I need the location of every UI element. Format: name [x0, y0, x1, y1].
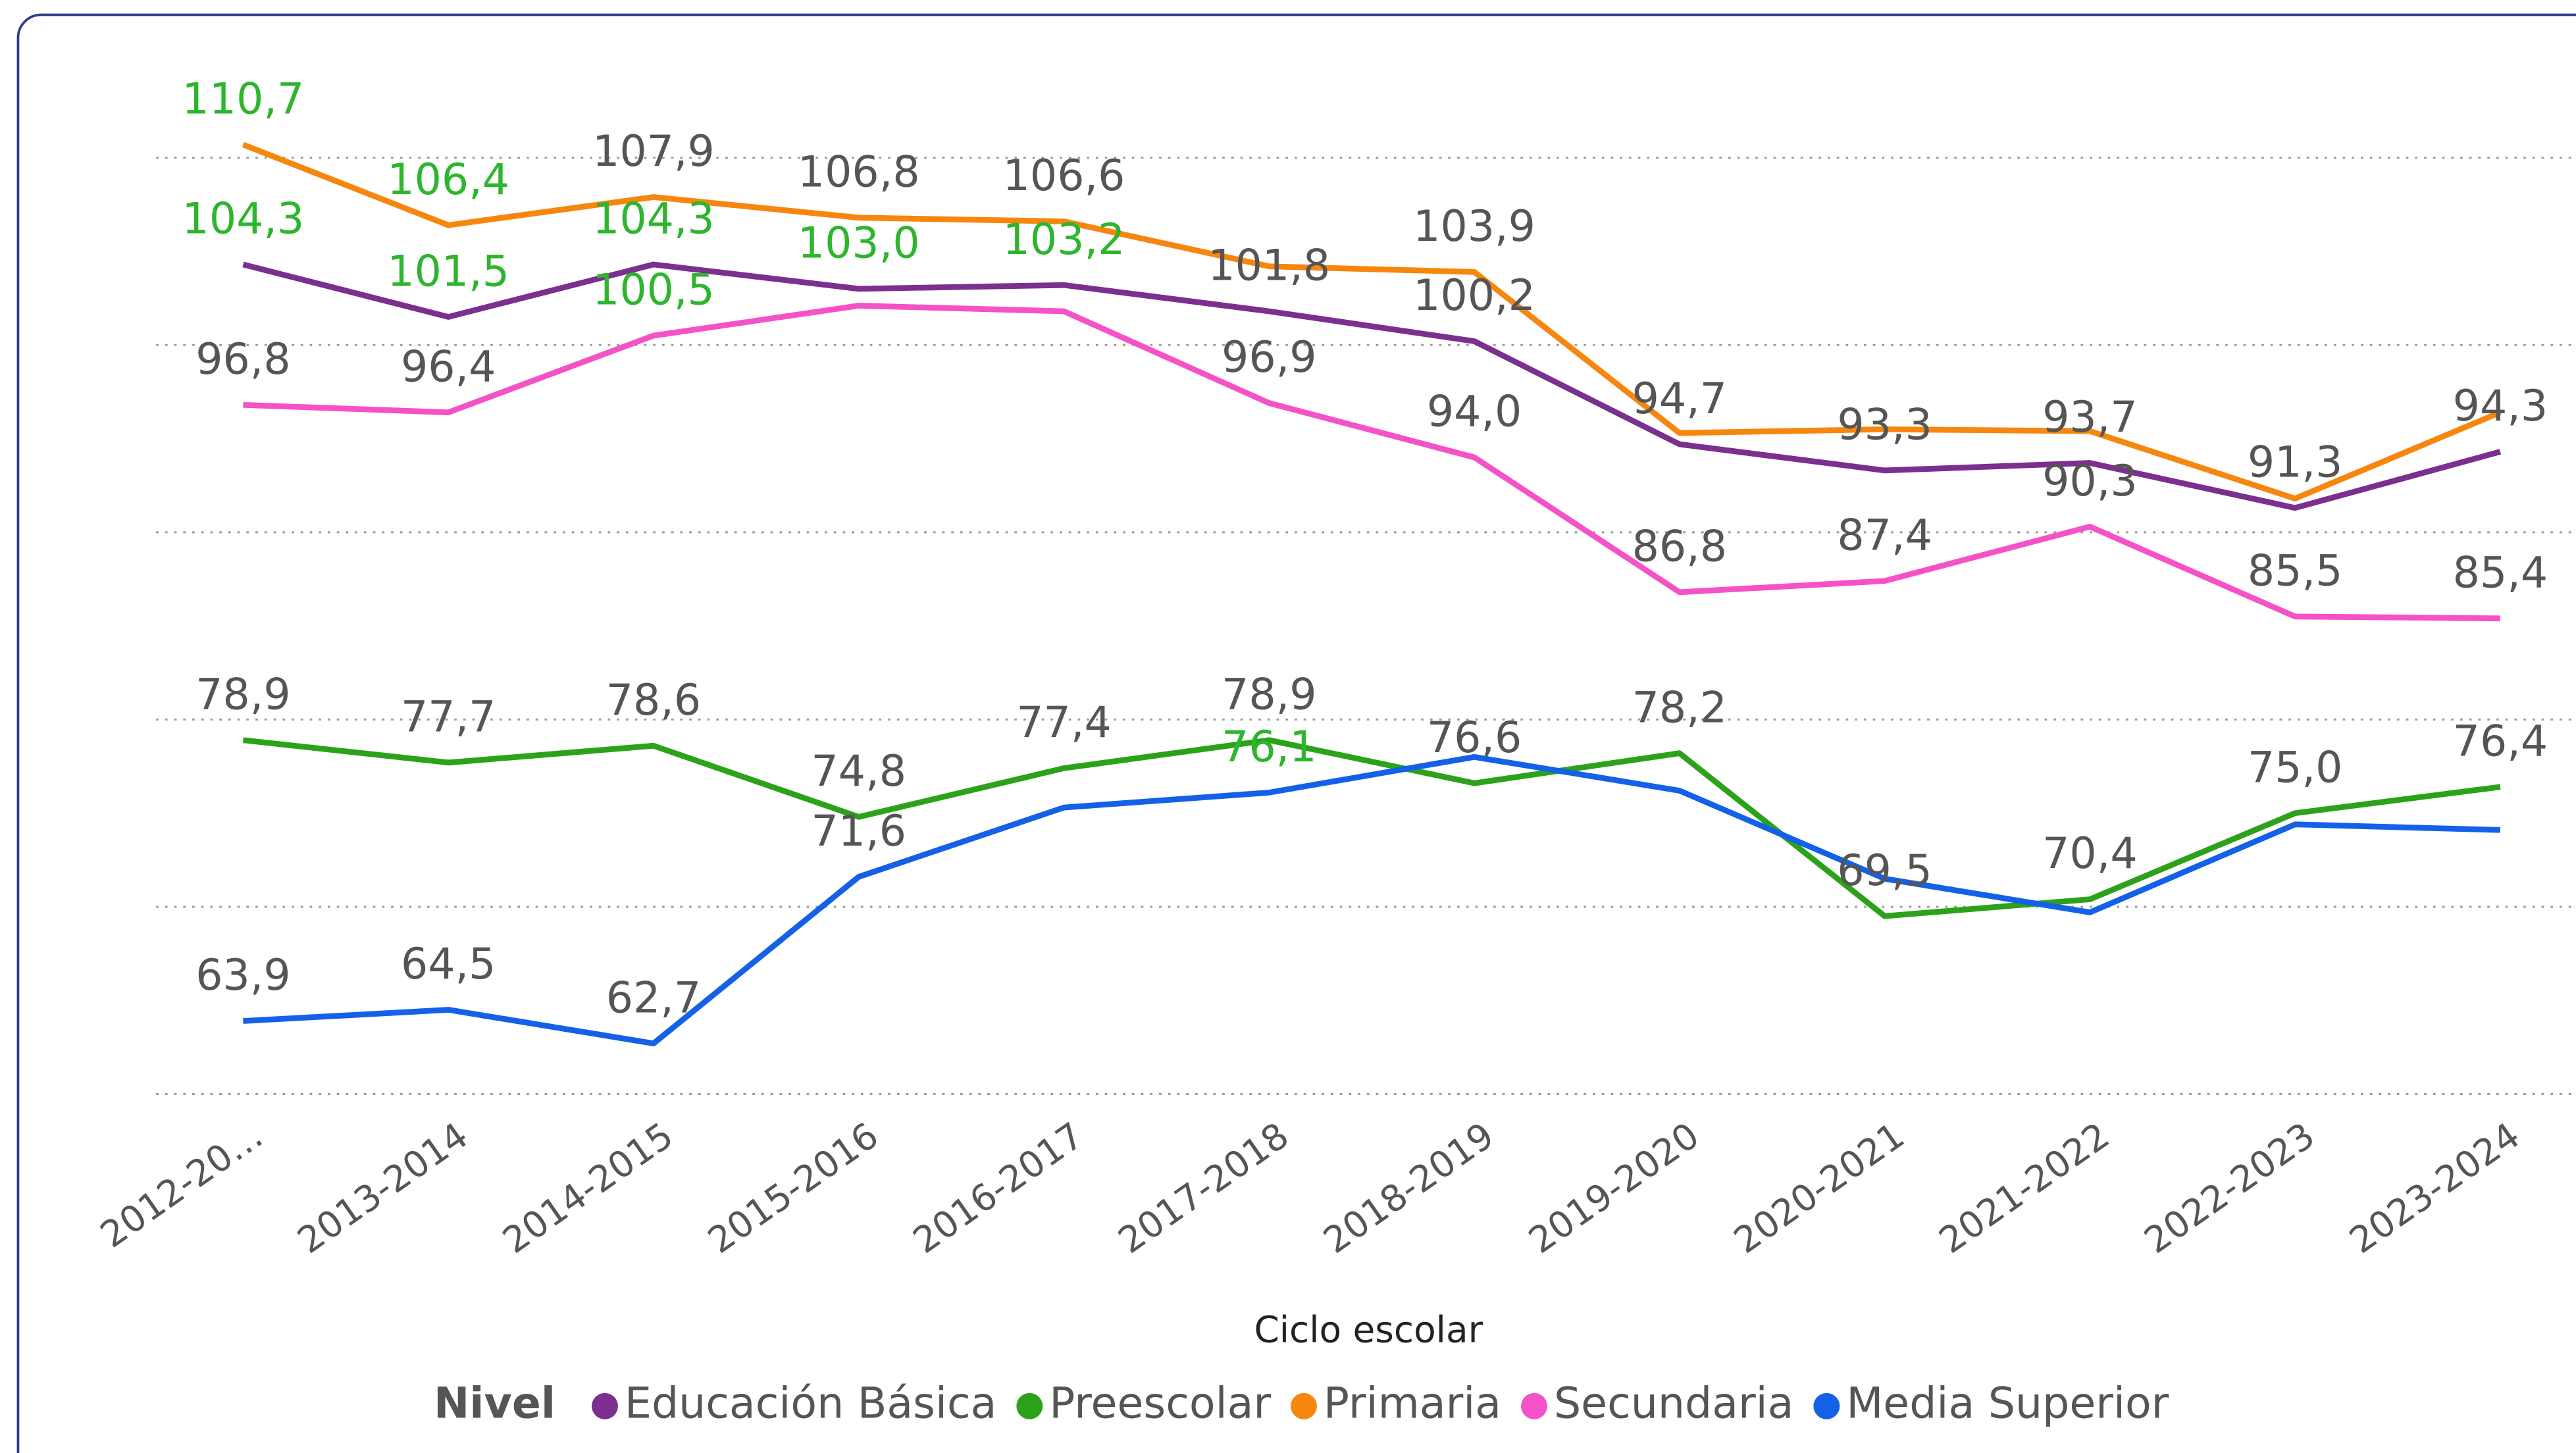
data-label: 85,5 — [2248, 547, 2342, 596]
data-label: 91,3 — [2248, 438, 2342, 488]
data-label: 104,3 — [182, 195, 305, 244]
legend-marker — [1813, 1392, 1840, 1419]
legend-label: Educación Básica — [625, 1379, 996, 1428]
data-label: 70,4 — [2042, 829, 2137, 879]
data-label: 96,9 — [1222, 333, 1316, 382]
series-line — [243, 753, 2501, 1047]
data-label: 101,8 — [1208, 242, 1330, 291]
data-label: 93,3 — [1837, 401, 1932, 450]
data-label: 96,4 — [401, 342, 496, 392]
data-label: 103,2 — [1003, 215, 1125, 265]
data-label: 87,4 — [1837, 511, 1932, 560]
data-label: 74,8 — [811, 747, 906, 796]
data-label: 103,0 — [798, 219, 920, 268]
series-line — [242, 261, 2502, 511]
legend-marker — [1521, 1392, 1547, 1419]
data-label: 103,9 — [1413, 202, 1535, 251]
data-label: 69,5 — [1837, 846, 1932, 896]
data-label: 94,3 — [2453, 382, 2548, 431]
legend-title: Nivel — [434, 1379, 555, 1428]
data-label: 77,4 — [1016, 698, 1111, 748]
data-label: 93,7 — [2042, 393, 2137, 442]
data-label: 78,2 — [1632, 683, 1727, 732]
data-label: 77,7 — [401, 693, 496, 742]
data-label: 106,6 — [1003, 151, 1125, 201]
data-label: 76,4 — [2453, 717, 2548, 767]
series-line — [242, 737, 2501, 919]
data-label: 106,8 — [798, 147, 920, 197]
data-label: 86,8 — [1632, 523, 1727, 572]
legend-marker — [592, 1392, 618, 1419]
data-label: 76,6 — [1427, 713, 1522, 763]
data-label: 78,9 — [195, 670, 290, 719]
legend-label: Preescolar — [1049, 1379, 1271, 1428]
data-label: 71,6 — [811, 807, 906, 856]
legend-marker — [1016, 1392, 1043, 1419]
data-label: 110,7 — [182, 74, 305, 124]
data-label: 76,1 — [1222, 723, 1316, 772]
data-label: 101,5 — [387, 247, 509, 296]
data-label: 64,5 — [401, 940, 496, 989]
data-label: 62,7 — [606, 973, 701, 1023]
data-label: 63,9 — [195, 951, 290, 1000]
data-label: 100,5 — [592, 266, 715, 315]
data-label: 106,4 — [387, 155, 509, 205]
legend-marker — [1291, 1392, 1317, 1419]
data-label: 78,9 — [1222, 670, 1316, 719]
data-label: 104,3 — [592, 195, 715, 244]
data-label: 90,3 — [2042, 457, 2137, 506]
legend-label: Secundaria — [1554, 1379, 1793, 1428]
data-label: 75,0 — [2248, 743, 2342, 792]
data-label: 78,6 — [606, 676, 701, 725]
data-label: 94,0 — [1427, 388, 1522, 437]
x-axis-title: Ciclo escolar — [1254, 1309, 1483, 1351]
data-label: 107,9 — [592, 127, 715, 176]
legend-label: Media Superior — [1846, 1379, 2169, 1428]
data-label: 85,4 — [2453, 548, 2548, 598]
data-label: 94,7 — [1632, 374, 1727, 424]
data-label: 96,8 — [195, 335, 290, 384]
data-label: 100,2 — [1413, 271, 1535, 320]
series-line — [243, 303, 2500, 622]
series-line — [242, 141, 2502, 501]
legend-label: Primaria — [1324, 1379, 1501, 1428]
